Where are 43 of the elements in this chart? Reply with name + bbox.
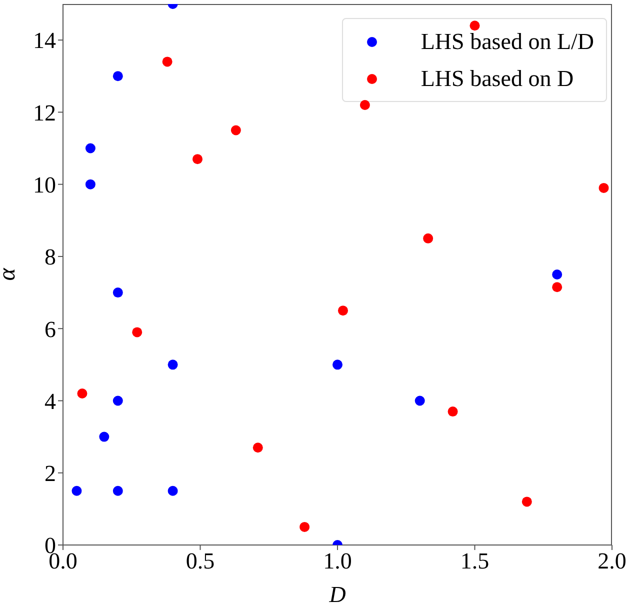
point (112, 486, 123, 496)
y-tick-label: 6 (44, 316, 56, 342)
point (230, 125, 241, 136)
x-tick-label: 1.0 (323, 548, 352, 574)
y-tick-label: 12 (33, 100, 56, 126)
y-axis-title: α (0, 268, 21, 281)
y-tick-label: 2 (44, 461, 56, 486)
point (423, 233, 434, 244)
point (414, 396, 425, 406)
y-tick-label: 10 (33, 172, 56, 198)
point (252, 442, 263, 453)
point (338, 306, 348, 316)
point (552, 282, 562, 292)
point (162, 56, 172, 67)
point (85, 179, 96, 190)
point (112, 288, 123, 298)
point (360, 100, 370, 110)
point (99, 432, 110, 442)
point (552, 270, 562, 280)
point (192, 154, 203, 164)
point (168, 360, 178, 370)
point (332, 360, 342, 370)
x-tick-label: 2.0 (598, 548, 626, 574)
x-axis-title: D (328, 582, 346, 604)
point (168, 486, 178, 496)
y-tick-label: 4 (44, 388, 56, 414)
point (300, 522, 310, 532)
legend-label: LHS based on D (420, 66, 574, 92)
point (85, 143, 96, 154)
x-tick-label: 0.5 (186, 548, 215, 574)
point (112, 396, 123, 406)
point (112, 71, 123, 82)
y-tick-label: 14 (33, 28, 56, 54)
point (77, 388, 88, 399)
point (448, 406, 458, 417)
y-tick-label: 8 (44, 244, 56, 270)
point (132, 327, 142, 338)
point (72, 486, 82, 496)
point (598, 182, 609, 193)
point (470, 20, 480, 31)
point (522, 496, 532, 507)
legend-label: LHS based on L/D (420, 28, 594, 54)
x-tick-label: 1.5 (460, 548, 490, 574)
